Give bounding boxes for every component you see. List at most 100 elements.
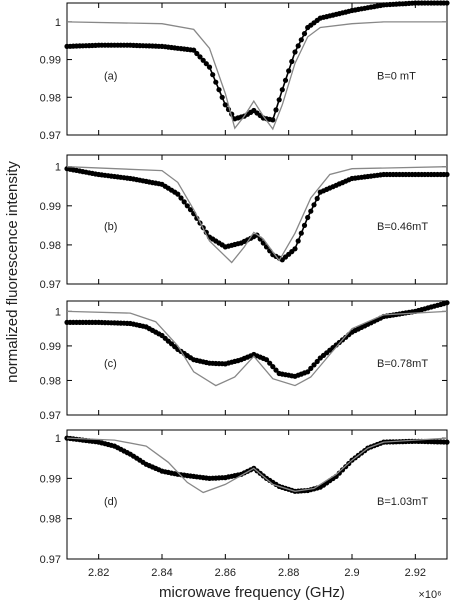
data-point <box>216 87 222 93</box>
data-point <box>289 58 295 65</box>
data-point <box>270 117 276 123</box>
data-point <box>219 94 225 100</box>
data-point <box>213 79 219 85</box>
data-point <box>282 77 289 83</box>
data-point <box>279 87 285 93</box>
data-point <box>206 64 213 70</box>
data-point <box>276 97 282 103</box>
y-tick-label: 0.97 <box>40 279 61 291</box>
fit-line <box>66 21 447 131</box>
panels: 0.97 0.98 0.99 1 (a) B=0 mT 0.97 0.98 0.99 1 (b) B=… <box>40 0 450 579</box>
data-point <box>311 202 317 208</box>
field-annotation: B=0 mT <box>377 71 416 83</box>
y-tick-label: 0.99 <box>40 341 61 353</box>
panel-3: 0.97 0.98 0.99 1 (c) B=0.78mT <box>40 300 450 422</box>
y-axis-label: normalized fluorescence intensity <box>4 161 21 383</box>
measurement-points <box>64 300 450 379</box>
data-point <box>197 54 203 60</box>
data-point <box>181 199 187 205</box>
measurement-line <box>66 167 447 261</box>
measurement-line <box>66 437 448 493</box>
y-tick-label: 1 <box>55 162 61 174</box>
y-tick-label: 0.99 <box>40 473 61 485</box>
data-point <box>295 43 301 49</box>
data-point <box>314 358 320 365</box>
data-point <box>301 222 308 228</box>
data-point <box>444 171 450 178</box>
y-tick-label: 0.98 <box>40 375 61 387</box>
panel-label: (c) <box>104 358 117 370</box>
data-point <box>203 61 209 67</box>
panel-1: 0.97 0.98 0.99 1 (a) B=0 mT <box>40 0 450 142</box>
y-tick-label: 0.99 <box>40 201 61 213</box>
data-point <box>222 102 228 108</box>
data-point <box>444 439 450 445</box>
x-tick-label: 2.82 <box>88 567 109 579</box>
data-point <box>292 246 298 252</box>
x-tick-label: 2.84 <box>151 567 172 579</box>
x-tick-label: 2.86 <box>215 567 236 579</box>
y-tick-label: 0.97 <box>40 554 61 566</box>
data-point <box>178 195 184 201</box>
data-point <box>194 50 200 57</box>
data-point <box>286 68 292 74</box>
data-point <box>200 57 206 63</box>
y-tick-label: 0.97 <box>40 410 61 422</box>
panel-label: (a) <box>104 71 117 83</box>
panel-2: 0.97 0.98 0.99 1 (b) B=0.46mT <box>40 154 450 291</box>
y-tick-label: 1 <box>55 306 61 318</box>
data-point <box>308 208 314 214</box>
data-point <box>267 360 273 366</box>
measurement-points <box>64 435 450 494</box>
y-tick-label: 0.98 <box>40 92 61 104</box>
plot-frame <box>66 2 448 136</box>
data-point <box>184 203 190 209</box>
plot-frame <box>66 429 448 560</box>
y-tick-label: 0.99 <box>40 55 61 67</box>
y-tick-label: 1 <box>55 433 61 445</box>
data-point <box>305 369 311 375</box>
x-tick-label: 2.88 <box>278 567 299 579</box>
field-annotation: B=1.03mT <box>377 496 428 508</box>
measurement-points <box>64 0 450 123</box>
data-point <box>187 207 194 213</box>
data-point <box>175 191 181 197</box>
field-annotation: B=0.46mT <box>377 221 428 233</box>
data-point <box>444 0 450 6</box>
data-point <box>305 214 311 221</box>
plot-frame <box>66 300 448 416</box>
y-tick-label: 1 <box>55 17 61 29</box>
y-tick-label: 0.98 <box>40 240 61 252</box>
plot-frame <box>66 154 448 285</box>
data-point <box>336 470 342 476</box>
x-multiplier: ×10⁶ <box>418 589 441 601</box>
data-point <box>273 107 279 113</box>
data-point <box>308 365 314 371</box>
data-point <box>339 467 346 473</box>
field-annotation: B=0.78mT <box>377 358 428 370</box>
x-tick-label: 2.9 <box>344 567 359 579</box>
x-tick-label: 2.92 <box>405 567 426 579</box>
data-point <box>292 49 298 55</box>
fit-line <box>66 166 448 264</box>
x-axis-label: microwave frequency (GHz) <box>159 584 345 601</box>
y-tick-label: 0.98 <box>40 514 61 526</box>
data-point <box>295 238 301 244</box>
data-point <box>263 357 270 363</box>
fit-line <box>66 437 448 494</box>
fit-line <box>66 310 448 387</box>
data-point <box>270 364 276 370</box>
data-point <box>444 300 450 306</box>
y-tick-label: 0.97 <box>40 130 61 142</box>
panel-4: 0.97 0.98 0.99 1 2.82 2.84 2.86 2.88 2.9 2.92 (d) B… <box>40 429 450 579</box>
data-point <box>314 195 320 202</box>
data-point <box>273 367 279 373</box>
measurement-points <box>64 166 450 263</box>
data-point <box>191 47 197 53</box>
measurement-line <box>66 2 447 121</box>
panel-label: (d) <box>104 496 117 508</box>
data-point <box>301 30 308 37</box>
data-point <box>298 37 304 43</box>
panel-label: (b) <box>104 221 117 233</box>
